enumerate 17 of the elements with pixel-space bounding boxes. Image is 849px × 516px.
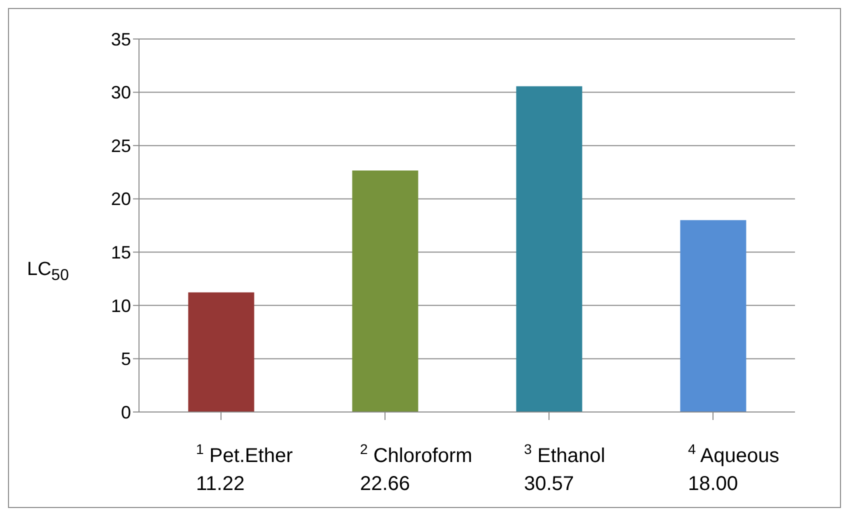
y-tick-label: 35 [110, 29, 131, 50]
bar [516, 86, 582, 412]
bar [680, 220, 746, 412]
x-tick-label: $^{1}$ Pet.Ether 11.22 [196, 441, 294, 495]
y-tick-label: 20 [110, 189, 131, 210]
y-tick-label: 30 [110, 82, 131, 103]
y-axis-title: LC$_{50}$ [27, 259, 69, 285]
y-tick-label: 5 [120, 349, 131, 370]
y-tick-label: 0 [120, 402, 131, 422]
x-tick-label: $^{2}$ Chloroform 22.66 [360, 441, 472, 495]
bar [188, 292, 254, 412]
x-tick-label: $^{3}$ Ethanol 30.57 [524, 441, 606, 495]
y-tick-label: 15 [110, 242, 131, 263]
y-tick-label: 10 [110, 296, 131, 316]
bar [352, 170, 418, 412]
y-tick-label: 25 [110, 136, 131, 156]
x-tick-label: $^{4}$ Aqueous 18.00 [688, 441, 780, 495]
